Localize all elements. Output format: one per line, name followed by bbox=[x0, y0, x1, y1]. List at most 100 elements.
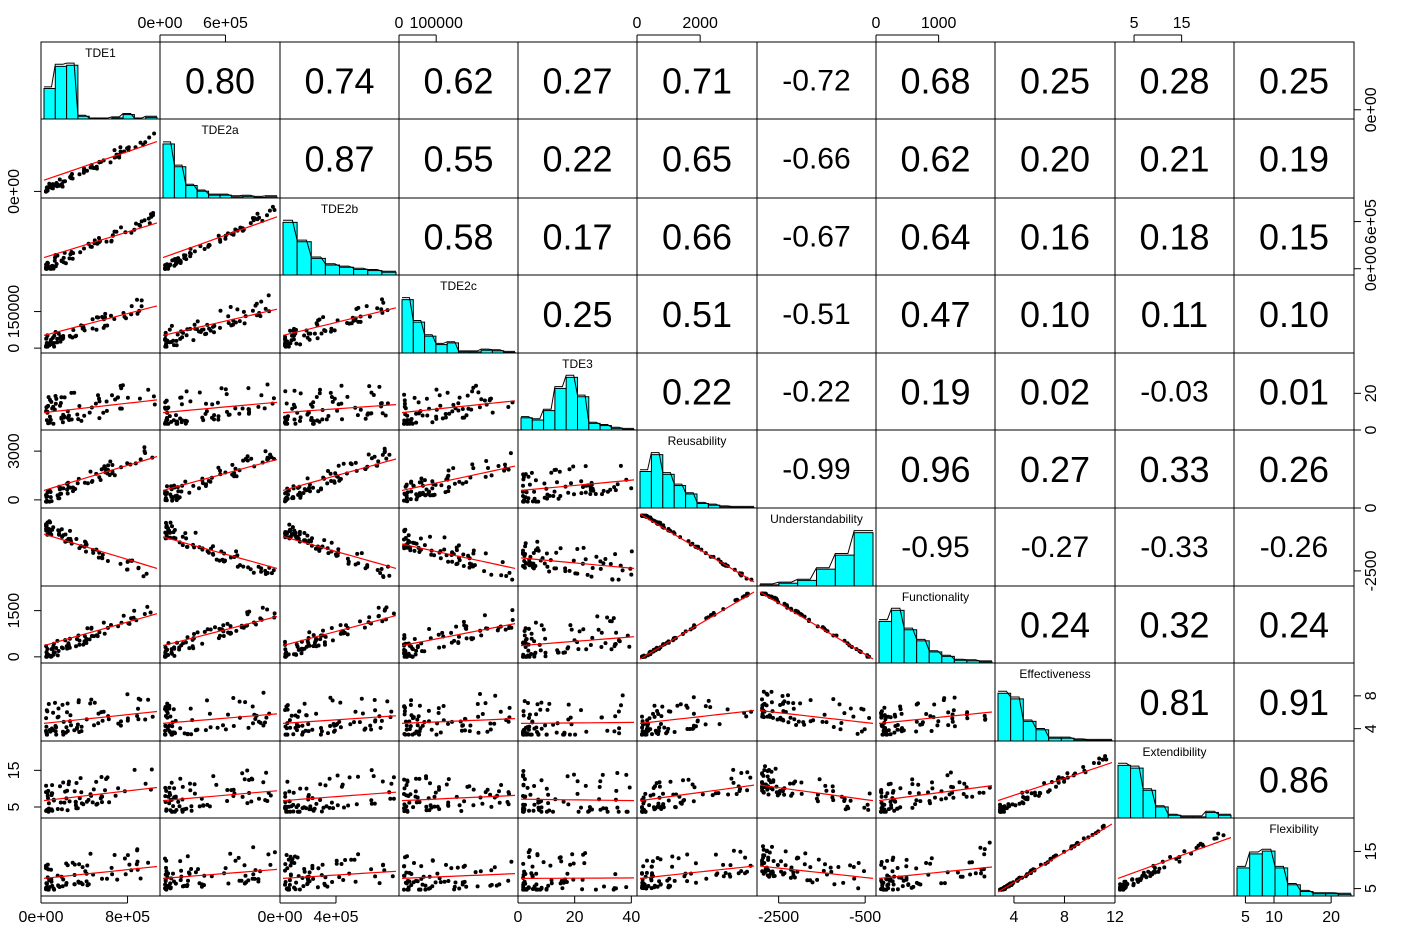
panel-frame bbox=[40, 662, 161, 742]
data-point bbox=[46, 702, 51, 706]
data-point bbox=[299, 651, 304, 656]
data-point bbox=[97, 416, 102, 421]
data-point bbox=[322, 881, 327, 886]
data-point bbox=[411, 805, 416, 810]
data-point bbox=[143, 781, 148, 786]
histogram-bar bbox=[353, 268, 369, 276]
data-point bbox=[654, 730, 659, 735]
data-point bbox=[444, 862, 448, 867]
data-point bbox=[569, 481, 573, 486]
data-point bbox=[979, 871, 983, 876]
data-point bbox=[409, 698, 414, 703]
histogram-bar bbox=[1180, 816, 1194, 819]
data-point bbox=[521, 499, 526, 504]
data-point bbox=[765, 848, 769, 853]
data-point bbox=[521, 881, 526, 886]
data-point bbox=[1122, 879, 1127, 884]
data-point bbox=[533, 620, 538, 625]
data-point bbox=[910, 777, 915, 782]
data-point bbox=[240, 794, 245, 799]
data-point bbox=[652, 807, 657, 812]
correlation-value: -0.95 bbox=[901, 531, 969, 564]
data-point bbox=[522, 887, 527, 892]
data-point bbox=[237, 699, 242, 704]
data-point bbox=[235, 553, 240, 558]
data-point bbox=[685, 727, 690, 731]
data-point bbox=[904, 864, 909, 869]
data-point bbox=[314, 801, 319, 806]
correlation-value: 0.87 bbox=[304, 139, 374, 180]
data-point bbox=[240, 771, 245, 776]
data-point bbox=[936, 719, 941, 724]
data-point bbox=[110, 872, 115, 877]
data-point bbox=[879, 794, 884, 799]
data-point bbox=[441, 704, 446, 708]
tick-label: 1000 bbox=[921, 15, 957, 32]
tick-label: 0 bbox=[514, 909, 523, 926]
data-point bbox=[572, 772, 576, 777]
data-point bbox=[221, 634, 226, 638]
data-point bbox=[65, 710, 69, 715]
data-point bbox=[338, 623, 343, 628]
data-point bbox=[208, 627, 213, 632]
data-point bbox=[950, 719, 955, 724]
data-point bbox=[964, 785, 969, 790]
data-point bbox=[139, 298, 144, 303]
data-point bbox=[419, 476, 424, 481]
data-point bbox=[172, 730, 177, 735]
data-point bbox=[269, 571, 274, 576]
data-point bbox=[84, 549, 88, 554]
data-point bbox=[405, 779, 410, 784]
data-point bbox=[704, 876, 709, 881]
data-point bbox=[547, 569, 552, 574]
density-curve bbox=[760, 530, 873, 585]
data-point bbox=[648, 793, 653, 798]
data-point bbox=[178, 859, 183, 864]
data-point bbox=[283, 791, 288, 796]
data-point bbox=[366, 452, 371, 457]
data-point bbox=[475, 884, 480, 889]
data-point bbox=[792, 717, 797, 722]
correlation-value: -0.66 bbox=[782, 143, 850, 176]
data-point bbox=[1216, 831, 1221, 836]
data-point bbox=[203, 484, 208, 488]
data-point bbox=[316, 489, 321, 494]
data-point bbox=[656, 712, 661, 716]
data-point bbox=[575, 571, 580, 576]
data-point bbox=[304, 806, 309, 811]
data-point bbox=[302, 531, 307, 535]
data-point bbox=[283, 341, 287, 346]
data-point bbox=[929, 729, 934, 733]
data-point bbox=[179, 402, 184, 407]
histogram-bar bbox=[916, 640, 930, 664]
data-point bbox=[139, 304, 144, 309]
data-point bbox=[314, 395, 319, 399]
data-point bbox=[292, 417, 297, 422]
histogram-bar bbox=[554, 387, 567, 431]
data-point bbox=[355, 551, 360, 556]
data-point bbox=[180, 809, 185, 814]
scatter-panel bbox=[639, 848, 755, 891]
data-point bbox=[1196, 843, 1201, 848]
data-point bbox=[231, 724, 236, 728]
data-point bbox=[49, 793, 54, 798]
data-point bbox=[165, 484, 169, 489]
data-point bbox=[947, 792, 952, 797]
correlation-value: 0.28 bbox=[1139, 61, 1209, 102]
data-point bbox=[581, 545, 586, 550]
data-point bbox=[463, 728, 467, 733]
data-point bbox=[91, 550, 96, 555]
data-point bbox=[201, 803, 206, 808]
data-point bbox=[77, 172, 82, 177]
data-point bbox=[48, 339, 53, 344]
data-point bbox=[125, 853, 130, 858]
data-point bbox=[290, 857, 295, 862]
data-point bbox=[439, 483, 444, 488]
data-point bbox=[430, 420, 435, 425]
data-point bbox=[379, 718, 384, 723]
data-point bbox=[830, 784, 835, 789]
data-point bbox=[245, 801, 250, 806]
data-point bbox=[56, 331, 61, 336]
data-point bbox=[524, 561, 529, 566]
data-point bbox=[545, 492, 550, 497]
